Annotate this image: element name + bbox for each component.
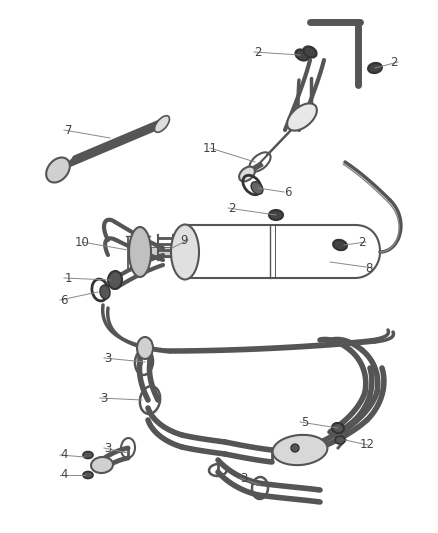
Text: 5: 5 [300,416,308,429]
Text: 10: 10 [75,236,90,248]
Text: 9: 9 [180,233,187,246]
Ellipse shape [83,472,93,479]
Ellipse shape [304,46,317,58]
Ellipse shape [251,182,263,194]
Text: 11: 11 [203,141,218,155]
Ellipse shape [83,451,93,458]
Text: 2: 2 [390,55,398,69]
Ellipse shape [91,457,113,473]
Text: 12: 12 [360,439,375,451]
Text: 7: 7 [64,124,72,136]
Ellipse shape [171,224,199,279]
Ellipse shape [46,157,70,182]
Ellipse shape [291,444,299,452]
Ellipse shape [332,423,344,433]
Text: 3: 3 [105,351,112,365]
Text: 3: 3 [101,392,108,405]
Text: 6: 6 [60,294,68,306]
Text: 2: 2 [358,236,365,248]
Text: 6: 6 [285,185,292,198]
Ellipse shape [155,116,170,132]
Text: 8: 8 [365,262,372,274]
Text: 4: 4 [60,469,68,481]
Text: 1: 1 [64,271,72,285]
Ellipse shape [239,167,255,181]
Text: 4: 4 [60,448,68,462]
Ellipse shape [333,240,347,250]
Ellipse shape [100,285,110,299]
Ellipse shape [368,63,382,73]
Ellipse shape [269,210,283,220]
Ellipse shape [296,50,308,61]
Ellipse shape [129,227,151,277]
Ellipse shape [287,103,317,131]
Ellipse shape [272,435,328,465]
Text: 2: 2 [229,201,236,214]
Text: 3: 3 [105,441,112,455]
Text: 2: 2 [254,45,262,59]
Ellipse shape [108,271,122,289]
Text: 3: 3 [240,472,248,484]
Ellipse shape [137,337,153,359]
Ellipse shape [335,436,345,444]
